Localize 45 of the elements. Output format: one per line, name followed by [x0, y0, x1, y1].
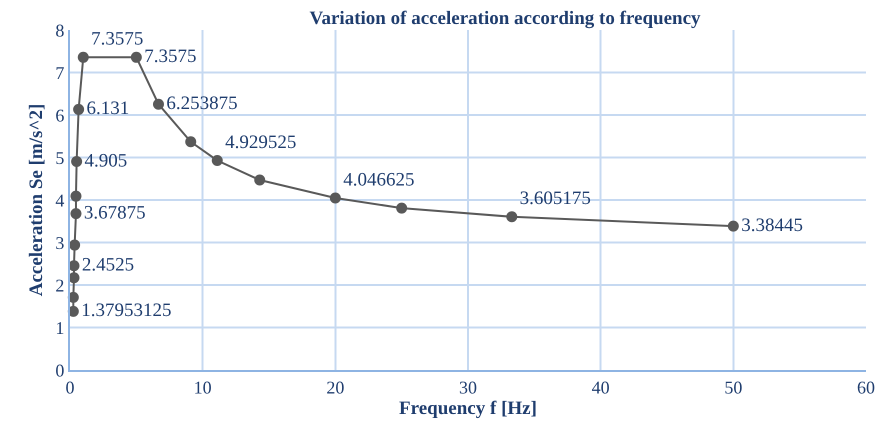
data-label: 3.605175 [520, 188, 591, 210]
point [70, 190, 82, 202]
point [254, 174, 266, 186]
point [71, 156, 82, 168]
data-label: 3.67875 [84, 202, 146, 224]
y-tick-label: 6 [55, 105, 64, 126]
point [330, 192, 341, 204]
y-axis-title: Acceleration Se [m/s^2] [26, 104, 47, 296]
data-label: 4.929525 [225, 132, 296, 153]
data-label: 4.905 [84, 150, 128, 172]
y-tick-label: 0 [55, 360, 64, 380]
y-tick-label: 7 [55, 62, 64, 83]
x-tick-label: 20 [326, 378, 344, 398]
point [130, 52, 142, 63]
point [396, 202, 408, 214]
x-tick-label: 60 [857, 378, 875, 398]
point [78, 52, 89, 63]
point [69, 240, 80, 251]
point [70, 208, 82, 220]
y-tick-label: 5 [55, 148, 64, 168]
point [152, 98, 164, 110]
x-axis-title: Frequency f [Hz] [399, 398, 537, 419]
point [506, 211, 518, 222]
x-tick-label: 10 [194, 378, 212, 398]
y-tick-label: 4 [55, 190, 64, 210]
data-label: 7.3575 [91, 28, 144, 50]
data-label: 7.3575 [144, 46, 196, 68]
point [73, 104, 84, 115]
x-tick-label: 50 [724, 378, 742, 398]
y-tick-label: 2 [55, 275, 64, 296]
data-label: 1.37953125 [81, 300, 172, 322]
y-tick-label: 3 [55, 232, 64, 253]
data-label: 3.38445 [741, 214, 803, 236]
point [212, 155, 223, 166]
y-tick-label: 8 [55, 20, 64, 40]
x-tick-label: 30 [459, 378, 477, 398]
x-tick-label: 40 [592, 378, 610, 398]
data-label: 2.4525 [82, 254, 134, 276]
y-tick-label: 1 [55, 318, 64, 338]
point [185, 136, 196, 148]
data-label: 4.046625 [343, 169, 414, 190]
data-label: 6.131 [86, 98, 130, 120]
data-label: 6.253875 [166, 92, 238, 114]
chart-title: Variation of acceleration according to frequency [310, 8, 702, 29]
point [728, 220, 739, 232]
